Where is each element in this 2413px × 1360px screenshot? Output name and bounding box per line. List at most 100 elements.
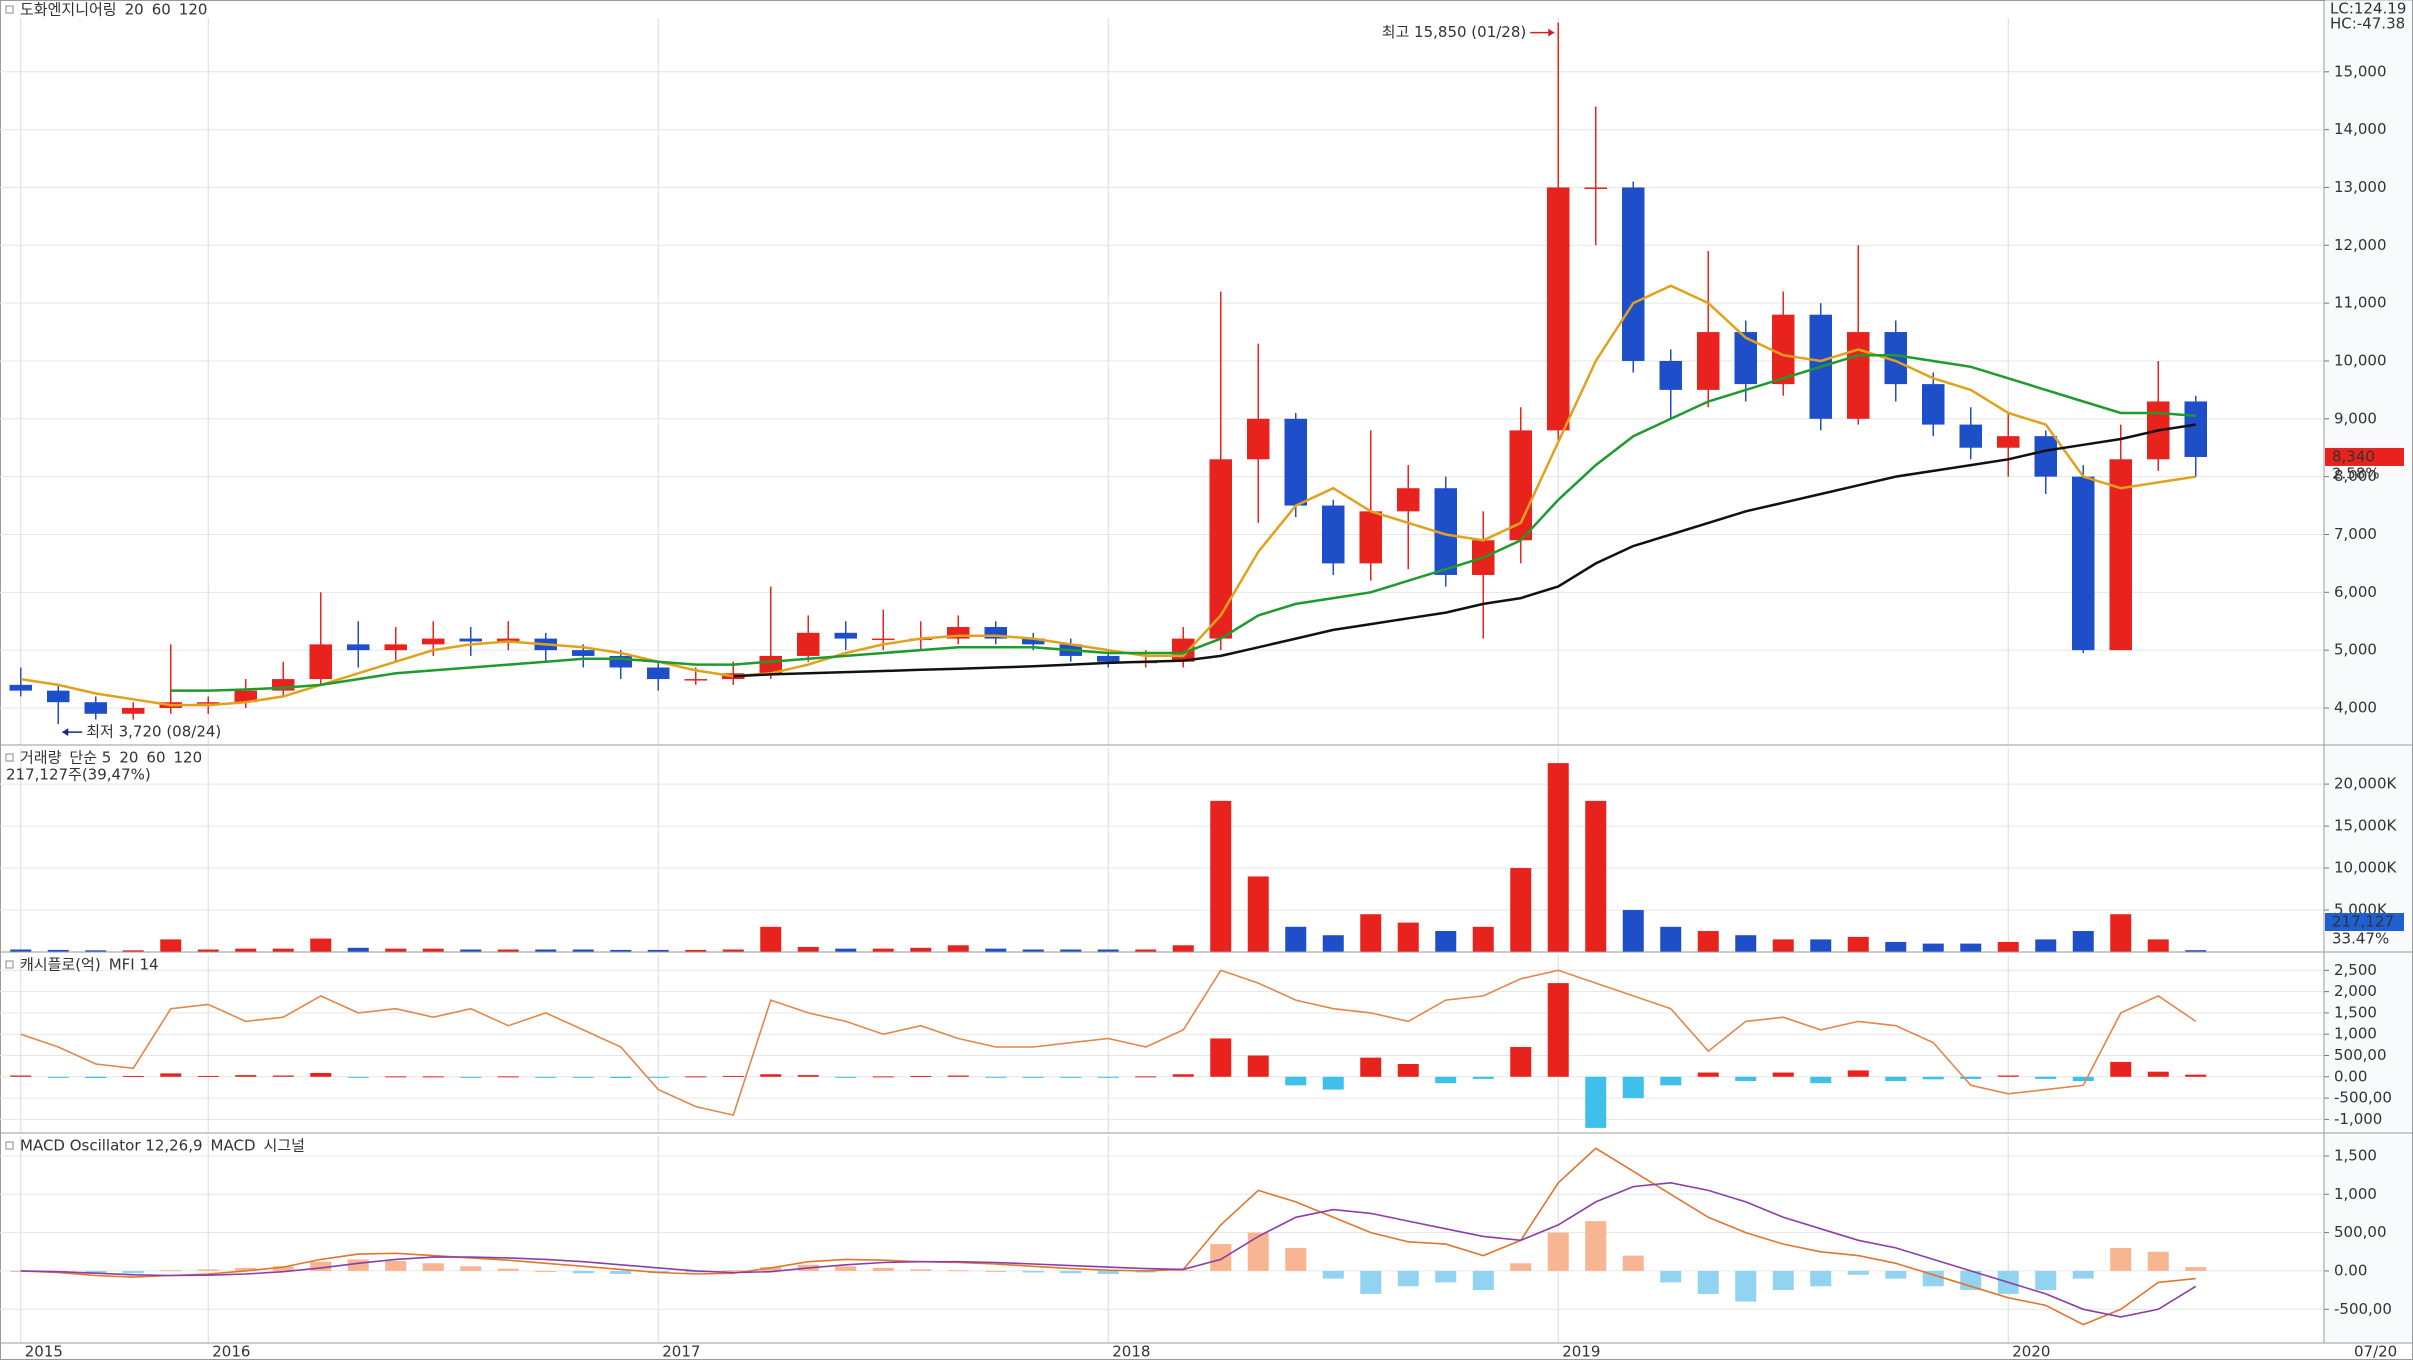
bar — [1585, 800, 1607, 952]
bar — [1247, 1232, 1269, 1271]
bar — [347, 1076, 369, 1078]
candle-body — [1697, 332, 1720, 390]
bar — [1172, 1270, 1194, 1272]
legend-label: 60 — [152, 1, 171, 19]
bar — [1472, 1270, 1494, 1291]
y-tick-label: 1,000 — [2334, 1025, 2377, 1043]
bar — [1510, 1263, 1532, 1271]
last-change-label: 2.58% — [2332, 464, 2380, 482]
bar — [1397, 1270, 1419, 1287]
bar — [1097, 1270, 1119, 1274]
bar — [985, 1270, 1007, 1272]
bar — [610, 1270, 632, 1274]
y-tick-label: -500,00 — [2334, 1089, 2392, 1107]
bar — [85, 950, 107, 952]
candle-body — [1997, 436, 2020, 448]
bar — [1322, 1270, 1344, 1279]
bar — [422, 1076, 444, 1078]
x-tick-label: 2016 — [212, 1343, 250, 1360]
candle-body — [2072, 476, 2095, 651]
bar — [10, 1075, 32, 1077]
candle-body — [2184, 401, 2207, 457]
low-annotation: 최저 3,720 (08/24) — [86, 723, 221, 741]
bar — [572, 1270, 594, 1274]
line-series — [170, 353, 2196, 692]
bar — [1135, 1076, 1157, 1078]
y-tick-label: 7,000 — [2334, 525, 2377, 543]
x-tick-label: 2019 — [1562, 1343, 1600, 1360]
bar — [197, 949, 219, 952]
y-tick-label: 4,000 — [2334, 698, 2377, 716]
candle-body — [872, 638, 895, 641]
bar — [1135, 949, 1157, 952]
bar — [2147, 1071, 2169, 1077]
legend-label: 20 — [125, 1, 144, 19]
legend-label: 시그널 — [264, 1137, 305, 1155]
bar — [1772, 1072, 1794, 1077]
x-tick-label: 2020 — [2012, 1343, 2050, 1360]
bar — [647, 1076, 669, 1078]
candle-body — [1659, 360, 1682, 390]
legend-label: MACD — [211, 1137, 256, 1155]
bar — [910, 1075, 932, 1077]
bar — [910, 947, 932, 952]
bar — [1772, 1270, 1794, 1291]
line-series — [20, 1181, 2197, 1318]
bar — [1997, 941, 2019, 952]
bar — [1472, 926, 1494, 952]
bar — [235, 948, 257, 952]
y-tick-label: 2,000 — [2334, 982, 2377, 1000]
line-series — [20, 1147, 2196, 1326]
candle-body — [947, 627, 970, 639]
y-tick-label: 6,000 — [2334, 583, 2377, 601]
bar — [460, 949, 482, 952]
candle-body — [9, 684, 32, 691]
bar — [1697, 1270, 1719, 1294]
y-tick-label: 500,00 — [2334, 1223, 2387, 1241]
y-tick-label: 10,000 — [2334, 351, 2387, 369]
bar — [1847, 1270, 1869, 1275]
bar — [1322, 1076, 1344, 1090]
bar — [1960, 943, 1982, 952]
x-end-label: 07/20 — [2354, 1343, 2397, 1360]
line-series — [733, 423, 2196, 678]
candle-body — [272, 679, 295, 691]
candle-body — [1959, 424, 1982, 448]
candle-body — [1284, 418, 1307, 506]
bar — [1885, 1076, 1907, 1082]
bar — [1847, 936, 1869, 952]
bar — [2147, 939, 2169, 952]
y-tick-label: 500,00 — [2334, 1046, 2387, 1064]
bar — [610, 1076, 632, 1079]
legend-label: 60 — [146, 749, 165, 767]
legend-label: 거래량 — [20, 749, 62, 767]
bar — [1735, 1270, 1757, 1302]
candle-body — [47, 690, 70, 703]
bar — [1810, 939, 1832, 952]
legend-label: 120 — [179, 1, 208, 19]
candle-body — [1847, 332, 1870, 419]
bar — [1172, 945, 1194, 952]
candle-body — [1322, 505, 1345, 564]
candle-body — [1209, 459, 1232, 639]
bar — [347, 1259, 369, 1271]
bar — [1510, 1046, 1532, 1077]
x-tick-label: 2015 — [25, 1343, 63, 1360]
bar — [422, 1263, 444, 1271]
legend-label: 단순 5 — [69, 749, 111, 767]
bar — [10, 949, 32, 952]
bar — [310, 1072, 332, 1077]
bar — [1097, 949, 1119, 952]
candle-body — [234, 690, 257, 703]
y-tick-label: 14,000 — [2334, 120, 2387, 138]
y-tick-label: 15,000 — [2334, 62, 2387, 80]
candle-body — [834, 632, 857, 639]
y-tick-label: 9,000 — [2334, 409, 2377, 427]
bar — [1547, 1232, 1569, 1271]
bar — [760, 1074, 782, 1077]
bar — [1135, 1270, 1157, 1273]
bar — [947, 945, 969, 952]
bar — [1847, 1070, 1869, 1077]
bar — [2072, 1076, 2094, 1082]
candle-body — [647, 667, 670, 680]
